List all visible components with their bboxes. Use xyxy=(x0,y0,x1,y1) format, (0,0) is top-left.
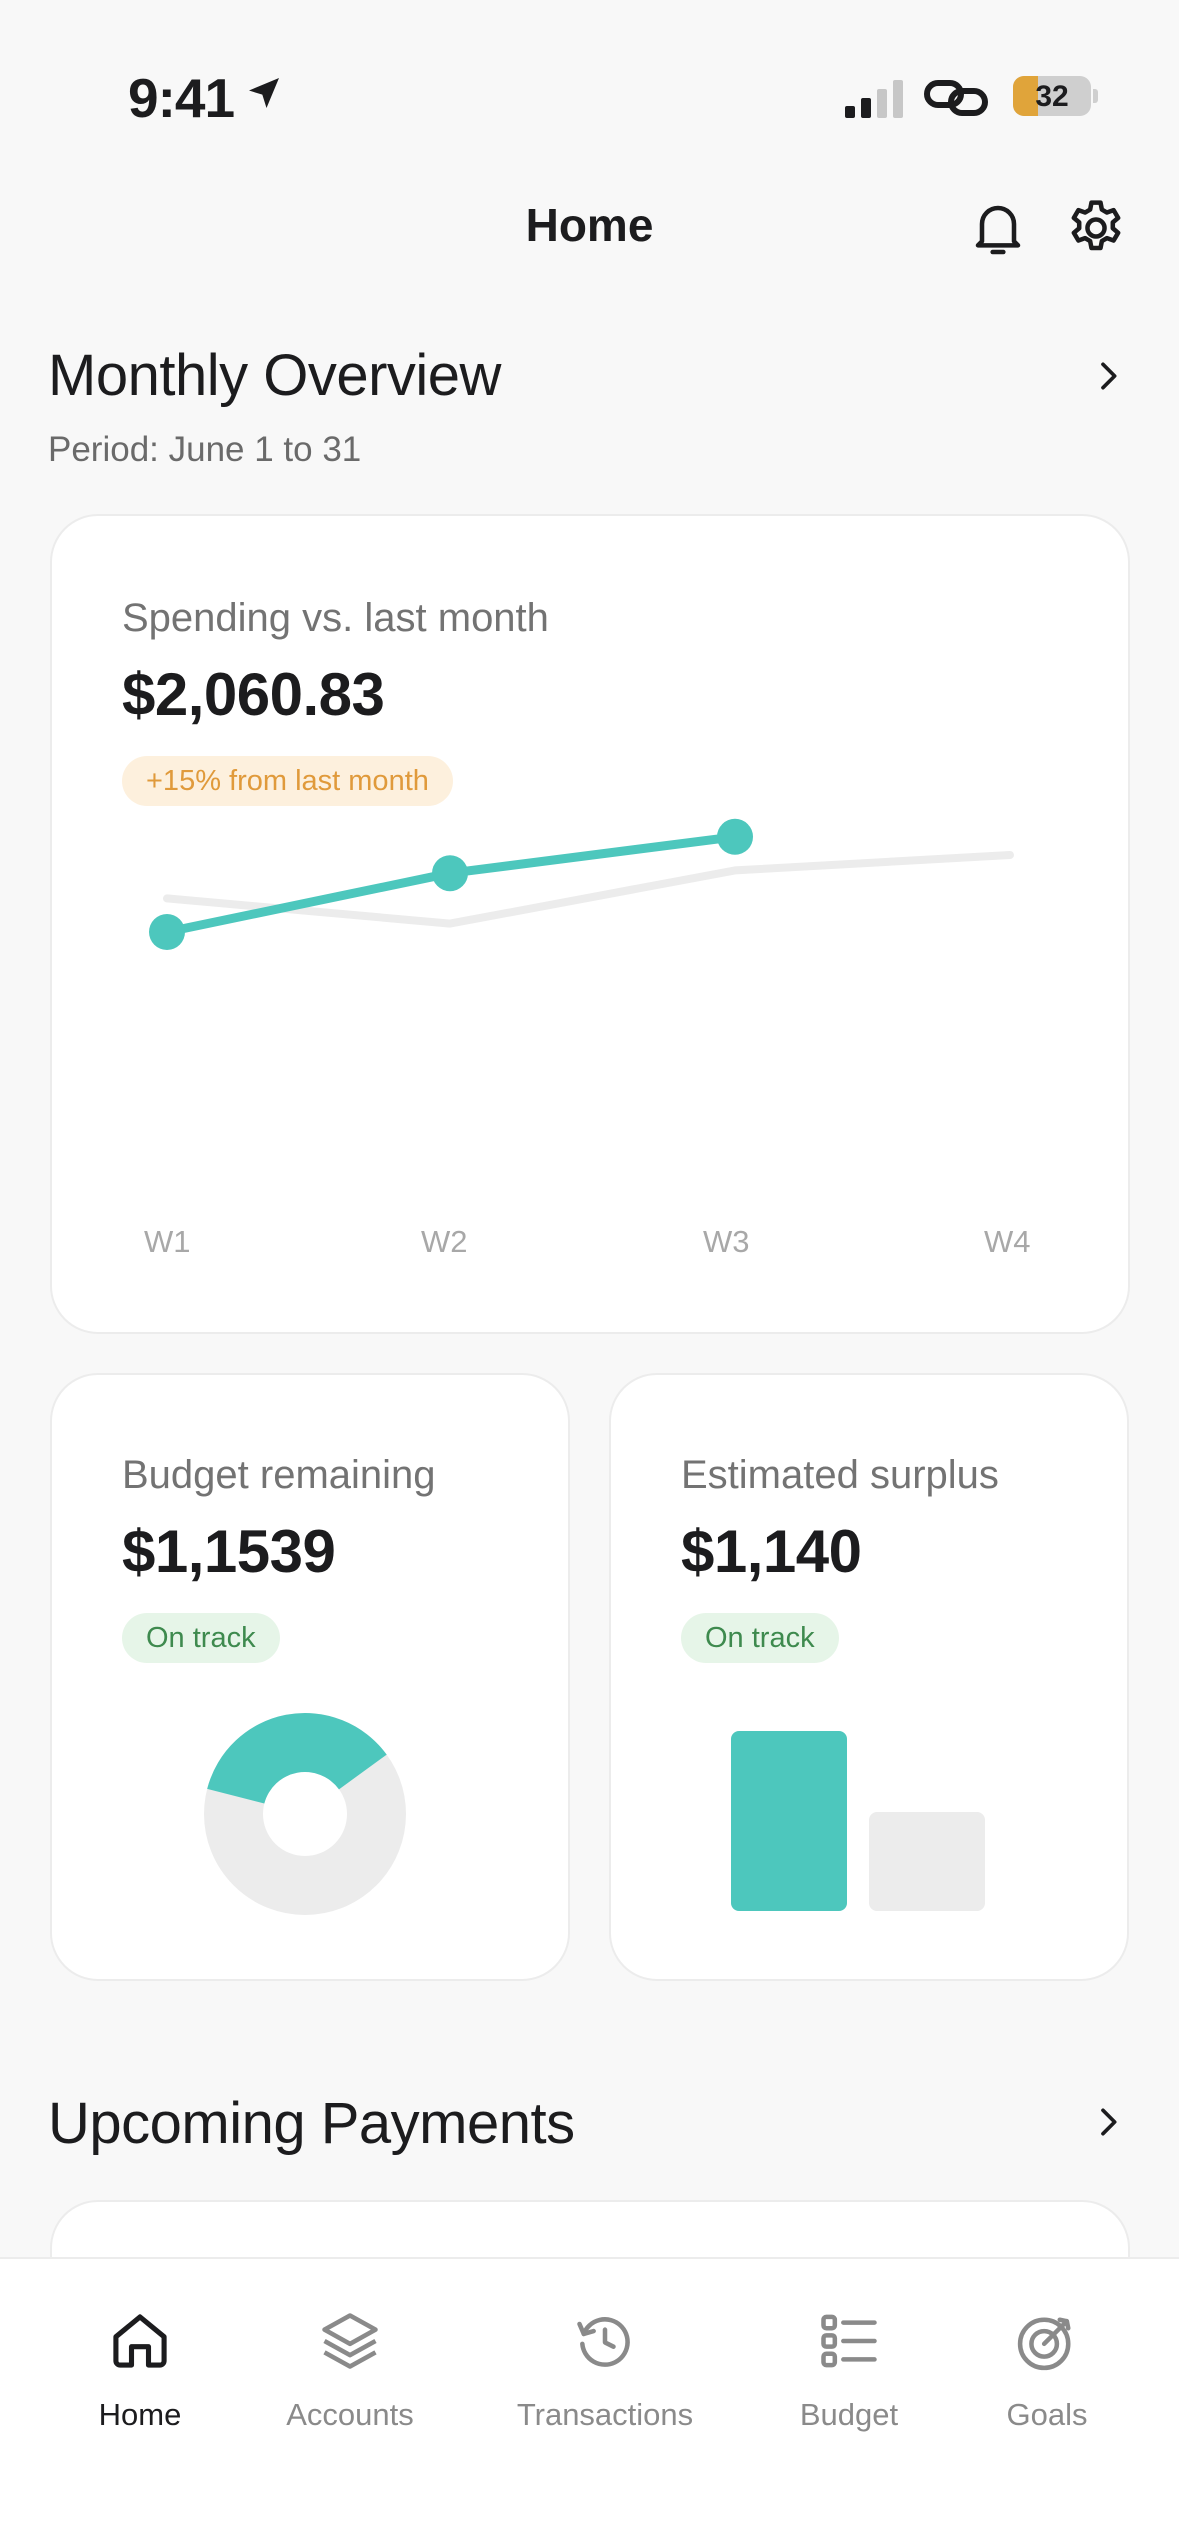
x-tick-label: W4 xyxy=(984,1224,1031,1259)
surplus-status-badge: On track xyxy=(681,1613,839,1663)
budget-label: Budget remaining xyxy=(122,1453,436,1497)
period-label: Period: June 1 to 31 xyxy=(48,430,362,469)
status-time: 9:41 xyxy=(128,67,235,129)
target-icon xyxy=(1017,2317,1071,2371)
tab-label: Transactions xyxy=(516,2397,694,2432)
data-point xyxy=(717,818,753,855)
history-icon xyxy=(577,2317,630,2367)
spending-card[interactable]: Spending vs. last month $2,060.83 +15% f… xyxy=(50,514,1130,1334)
battery-indicator: 32 xyxy=(1013,76,1091,116)
tab-label: Accounts xyxy=(286,2397,414,2432)
tab-goals[interactable]: Goals xyxy=(937,2259,1157,2459)
surplus-amount: $1,140 xyxy=(681,1518,862,1585)
spending-amount: $2,060.83 xyxy=(122,661,385,728)
donut-spent-segment xyxy=(207,1713,387,1804)
tab-accounts[interactable]: Accounts xyxy=(240,2259,460,2459)
budget-status-badge: On track xyxy=(122,1613,280,1663)
tab-budget[interactable]: Budget xyxy=(739,2259,959,2459)
personal-hotspot-icon xyxy=(924,80,988,116)
spending-line-chart xyxy=(149,818,1014,950)
home-icon xyxy=(113,2314,167,2368)
estimated-surplus-card[interactable]: Estimated surplus $1,140 On track xyxy=(609,1373,1129,1981)
bell-icon[interactable] xyxy=(966,196,1030,260)
tab-label: Goals xyxy=(1006,2397,1088,2432)
list-icon xyxy=(821,2314,877,2368)
x-tick-label: W3 xyxy=(703,1224,750,1259)
last-month-line xyxy=(163,851,1014,928)
chevron-right-icon[interactable] xyxy=(1088,2102,1128,2142)
tab-label: Budget xyxy=(799,2397,899,2432)
tab-label: Home xyxy=(98,2397,182,2432)
spending-label: Spending vs. last month xyxy=(122,596,549,640)
layers-icon xyxy=(322,2313,378,2369)
x-tick-label: W1 xyxy=(144,1224,191,1259)
monthly-overview-title: Monthly Overview xyxy=(48,343,501,408)
budget-amount: $1,1539 xyxy=(122,1518,336,1585)
tab-transactions[interactable]: Transactions xyxy=(495,2259,715,2459)
page-title: Home xyxy=(525,199,654,251)
comparison-bar xyxy=(869,1812,985,1911)
battery-cap xyxy=(1093,89,1098,103)
x-tick-label: W2 xyxy=(421,1224,468,1259)
location-arrow-icon xyxy=(249,78,279,108)
surplus-bar xyxy=(731,1731,847,1911)
surplus-label: Estimated surplus xyxy=(681,1453,999,1497)
battery-fill xyxy=(1013,76,1038,116)
data-point xyxy=(432,855,468,892)
tab-home[interactable]: Home xyxy=(30,2259,250,2459)
budget-donut-chart xyxy=(204,1713,406,1915)
battery-percentage: 32 xyxy=(1035,80,1069,113)
surplus-bar-chart xyxy=(731,1731,985,1911)
gear-icon[interactable] xyxy=(1064,196,1128,260)
chevron-right-icon[interactable] xyxy=(1088,356,1128,396)
cellular-signal-icon xyxy=(845,80,903,118)
budget-remaining-card[interactable]: Budget remaining $1,1539 On track xyxy=(50,1373,570,1981)
upcoming-payments-title: Upcoming Payments xyxy=(48,2091,575,2156)
data-point xyxy=(149,914,185,950)
tab-bar: Home Accounts Transactions xyxy=(0,2257,1179,2535)
spending-change-badge: +15% from last month xyxy=(122,756,453,806)
